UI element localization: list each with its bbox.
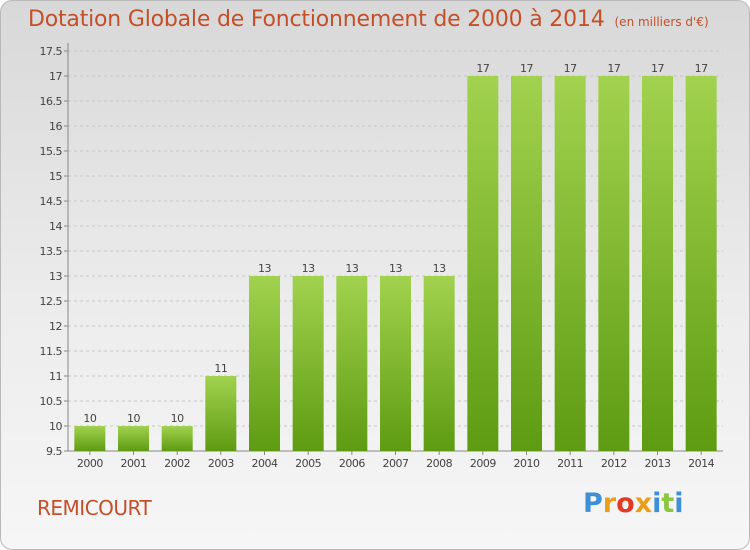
data-label: 17	[564, 62, 577, 75]
bar-2003	[205, 376, 237, 451]
data-label: 11	[214, 362, 227, 375]
x-tick-label: 2006	[339, 457, 365, 470]
y-tick-label: 16	[49, 120, 62, 133]
y-tick-label: 13.5	[40, 245, 63, 258]
bar-2012	[598, 76, 630, 451]
x-tick-label: 2011	[557, 457, 583, 470]
x-tick-label: 2003	[208, 457, 234, 470]
data-label: 13	[302, 262, 315, 275]
y-tick-label: 15.5	[40, 145, 63, 158]
data-label: 10	[83, 412, 96, 425]
x-tick-label: 2004	[252, 457, 278, 470]
bar-2010	[511, 76, 542, 451]
x-tick-label: 2005	[295, 457, 321, 470]
x-tick-label: 2010	[514, 457, 540, 470]
y-tick-label: 12.5	[40, 295, 63, 308]
x-tick-label: 2009	[470, 457, 496, 470]
data-labels: 10 10 10 11 13 13 13 13 13 17 17 17 17 17 17	[83, 62, 708, 425]
logo-letter: r	[602, 488, 617, 519]
data-label: 17	[695, 62, 708, 75]
bar-2001	[118, 426, 149, 451]
y-tick-label: 17	[49, 70, 62, 83]
chart-title-text: Dotation Globale de Fonctionnement de 20…	[28, 7, 605, 32]
chart-title: Dotation Globale de Fonctionnement de 20…	[28, 7, 709, 32]
data-label: 17	[476, 62, 489, 75]
bar-2004	[249, 276, 280, 451]
bar-2007	[380, 276, 411, 451]
chart-unit-label: (en milliers d'€)	[614, 15, 709, 29]
x-tick-label: 2014	[688, 457, 714, 470]
logo-letter: i	[674, 488, 684, 519]
data-label: 10	[127, 412, 140, 425]
x-tick-label: 2001	[121, 457, 147, 470]
bar-2013	[642, 76, 673, 451]
x-tick-label: 2013	[645, 457, 671, 470]
y-tick-label: 17.5	[40, 45, 63, 58]
bars	[74, 76, 717, 451]
y-tick-label: 14.5	[40, 195, 63, 208]
y-tick-label: 15	[49, 170, 62, 183]
data-label: 13	[258, 262, 271, 275]
y-tick-label: 16.5	[40, 95, 63, 108]
gridlines	[68, 50, 723, 427]
y-tick-label: 14	[49, 220, 62, 233]
x-tick-label: 2008	[426, 457, 452, 470]
y-tick-label: 13	[49, 270, 62, 283]
bar-2008	[423, 276, 455, 451]
logo-letter: i	[652, 488, 662, 519]
logo-letter: o	[616, 488, 635, 519]
logo-letter: P	[583, 488, 603, 519]
x-tick-label: 2012	[601, 457, 627, 470]
y-tick-label: 9.5	[46, 445, 62, 458]
data-label: 13	[389, 262, 402, 275]
y-tick-label: 11	[49, 370, 62, 383]
data-label: 13	[345, 262, 358, 275]
y-tick-label: 10	[49, 420, 62, 433]
data-label: 17	[651, 62, 664, 75]
x-tick-label: 2000	[77, 457, 103, 470]
bar-2002	[161, 426, 193, 451]
data-label: 13	[433, 262, 446, 275]
bar-2005	[292, 276, 324, 451]
data-label: 17	[607, 62, 620, 75]
data-label: 10	[171, 412, 184, 425]
proxiti-logo: Proxiti	[583, 488, 684, 519]
y-tick-label: 12	[49, 320, 62, 333]
commune-name: REMICOURT	[37, 496, 152, 520]
bar-2006	[336, 276, 368, 451]
bar-2011	[554, 76, 586, 451]
logo-letter: t	[661, 488, 675, 519]
bar-2000	[74, 426, 106, 451]
logo-letter: x	[634, 488, 653, 519]
data-label: 17	[520, 62, 533, 75]
x-tick-label: 2007	[383, 457, 409, 470]
bar-2014	[685, 76, 717, 451]
bar-2009	[467, 76, 499, 451]
y-tick-label: 10.5	[40, 395, 63, 408]
y-tick-label: 11.5	[40, 345, 63, 358]
x-tick-label: 2002	[164, 457, 190, 470]
axes: 9.5 10 10.5 11 11.5 12 12.5 13 13.5 14 14.5 15 15.5 1…	[40, 43, 723, 470]
